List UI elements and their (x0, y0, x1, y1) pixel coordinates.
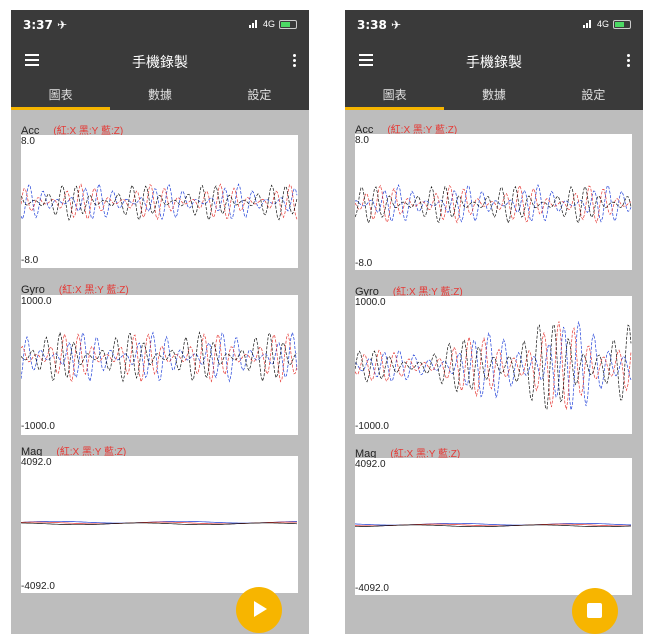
waveform-line (21, 184, 298, 221)
chart-mag (355, 458, 632, 595)
tab-chart[interactable]: 圖表 (11, 78, 111, 110)
tab-bar: 圖表 數據 設定 (11, 78, 309, 110)
battery-icon (279, 19, 297, 29)
chart-gyro (21, 295, 298, 435)
chart-legend: (紅:X 黑:Y 藍:Z) (58, 285, 129, 296)
tab-data[interactable]: 數據 (147, 88, 172, 102)
chart-header-mag: Mag (紅:X 黑:Y 藍:Z) (21, 443, 126, 458)
chart-ymax: 1000.0 (355, 297, 386, 308)
tab-chart[interactable]: 圖表 (345, 78, 445, 110)
chart-ymin: -8.0 (355, 258, 373, 269)
tab-data[interactable]: 數據 (481, 88, 506, 102)
app-bar: 手機錄製 (345, 44, 643, 78)
chart-title: Mag (21, 446, 43, 458)
signal-icon (248, 20, 259, 28)
chart-header-gyro: Gyro (紅:X 黑:Y 藍:Z) (21, 281, 129, 296)
waveform-line (355, 183, 632, 223)
waveform-line (21, 332, 298, 383)
waveform-line (355, 524, 631, 528)
chart-legend: (紅:X 黑:Y 藍:Z) (56, 447, 127, 458)
chart-legend: (紅:X 黑:Y 藍:Z) (392, 287, 463, 298)
record-fab-button[interactable] (236, 587, 282, 633)
chart-title: Gyro (21, 284, 45, 296)
status-time: 3:38 ✈ (357, 18, 402, 32)
tab-settings[interactable]: 設定 (247, 88, 272, 102)
chart-ymin: -4092.0 (21, 581, 55, 592)
waveform-line (355, 321, 632, 410)
waveform-gyro (21, 331, 298, 383)
network-label: 4G (262, 19, 275, 29)
waveform-line (21, 331, 298, 383)
waveform-line (355, 324, 632, 410)
waveform-line (21, 183, 298, 221)
app-title: 手機錄製 (466, 55, 522, 71)
hamburger-menu-icon[interactable] (25, 54, 39, 66)
hamburger-menu-icon[interactable] (359, 54, 373, 66)
chart-legend: (紅:X 黑:Y 藍:Z) (387, 125, 458, 136)
phone-screen-left: 3:37 ✈ 4G 手機錄製 圖表 數據 設定 Acc (紅:X 黑:Y 藍:Z)… (11, 10, 309, 634)
battery-icon (613, 19, 631, 29)
chart-title: Mag (355, 448, 377, 460)
more-options-icon[interactable] (293, 54, 297, 68)
chart-ymin: -8.0 (21, 255, 39, 266)
chart-ymax: 1000.0 (21, 296, 52, 307)
chart-ymin: -4092.0 (355, 583, 389, 594)
chart-header-acc: Acc (紅:X 黑:Y 藍:Z) (355, 121, 457, 136)
chart-gyro (355, 296, 632, 434)
chart-title: Acc (355, 124, 374, 136)
status-indicators: 4G (248, 19, 297, 29)
waveform-line (355, 184, 632, 224)
more-options-icon[interactable] (627, 54, 631, 68)
chart-mag (21, 456, 298, 593)
chart-ymax: 4092.0 (355, 459, 386, 470)
chart-header-gyro: Gyro (紅:X 黑:Y 藍:Z) (355, 283, 463, 298)
tab-settings[interactable]: 設定 (581, 88, 606, 102)
signal-icon (582, 20, 593, 28)
chart-legend: (紅:X 黑:Y 藍:Z) (53, 126, 124, 137)
status-bar: 3:38 ✈ 4G (345, 10, 643, 44)
waveform-line (355, 321, 632, 411)
phone-screen-right: 3:38 ✈ 4G 手機錄製 圖表 數據 設定 Acc (紅:X 黑:Y 藍:Z)… (345, 10, 643, 634)
waveform-mag (21, 520, 298, 526)
chart-ymin: -1000.0 (355, 421, 389, 432)
chart-ymax: 8.0 (21, 136, 35, 147)
waveform-gyro (355, 321, 632, 411)
play-icon (254, 601, 267, 617)
status-indicators: 4G (582, 19, 631, 29)
waveform-acc (355, 183, 632, 225)
stop-icon (587, 603, 602, 618)
network-label: 4G (596, 19, 609, 29)
app-title: 手機錄製 (132, 55, 188, 71)
chart-title: Gyro (355, 286, 379, 298)
app-bar: 手機錄製 (11, 44, 309, 78)
chart-ymax: 4092.0 (21, 457, 52, 468)
chart-header-acc: Acc (紅:X 黑:Y 藍:Z) (21, 122, 123, 137)
waveform-line (21, 183, 298, 221)
waveform-line (355, 185, 632, 225)
chart-acc (355, 134, 632, 270)
chart-title: Acc (21, 125, 40, 137)
waveform-acc (21, 183, 298, 221)
chart-acc (21, 135, 298, 268)
waveform-mag (355, 522, 632, 528)
chart-ymin: -1000.0 (21, 421, 55, 432)
chart-ymax: 8.0 (355, 135, 369, 146)
waveform-line (21, 522, 298, 526)
tab-bar: 圖表 數據 設定 (345, 78, 643, 110)
record-fab-button[interactable] (572, 588, 618, 634)
chart-header-mag: Mag (紅:X 黑:Y 藍:Z) (355, 445, 460, 460)
chart-legend: (紅:X 黑:Y 藍:Z) (390, 449, 461, 460)
status-time: 3:37 ✈ (23, 18, 68, 32)
status-bar: 3:37 ✈ 4G (11, 10, 309, 44)
